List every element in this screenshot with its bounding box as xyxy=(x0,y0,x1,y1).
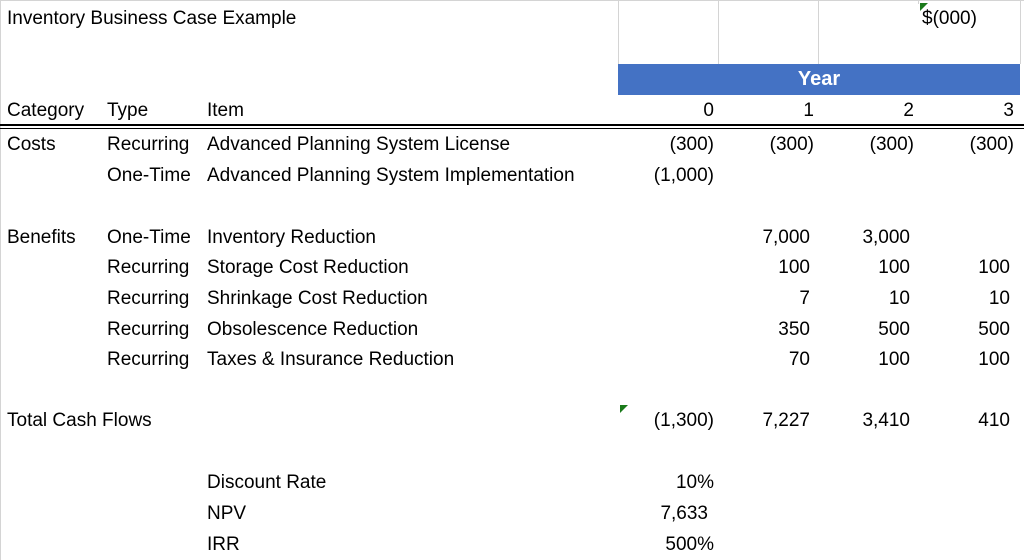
comment-indicator-icon[interactable] xyxy=(620,405,628,413)
row-item[interactable]: Obsolescence Reduction xyxy=(207,319,419,340)
header-rule-top xyxy=(0,124,1024,126)
npv-value[interactable]: 7,633 xyxy=(660,503,708,524)
row-value-year-3[interactable]: (300) xyxy=(969,134,1014,155)
grid-line xyxy=(0,0,1,560)
total-value-year-1[interactable]: 7,227 xyxy=(762,410,810,431)
row-type[interactable]: Recurring xyxy=(107,319,190,340)
year-header[interactable]: Year xyxy=(618,64,1020,95)
row-item[interactable]: Storage Cost Reduction xyxy=(207,257,409,278)
row-type[interactable]: Recurring xyxy=(107,134,190,155)
row-value-year-0[interactable]: (300) xyxy=(669,134,714,155)
grid-line xyxy=(1020,0,1021,64)
units-label[interactable]: $(000) xyxy=(922,8,977,29)
row-value-year-3[interactable]: 100 xyxy=(978,257,1010,278)
row-value-year-1[interactable]: 7,000 xyxy=(762,227,810,248)
header-year-1[interactable]: 1 xyxy=(803,100,814,121)
row-value-year-3[interactable]: 10 xyxy=(988,288,1010,309)
row-type[interactable]: Recurring xyxy=(107,349,190,370)
row-value-year-1[interactable]: 100 xyxy=(778,257,810,278)
row-category[interactable]: Costs xyxy=(7,134,56,155)
header-category[interactable]: Category xyxy=(7,100,85,121)
header-rule-bottom xyxy=(0,128,1024,129)
grid-line xyxy=(618,0,619,64)
row-type[interactable]: Recurring xyxy=(107,257,190,278)
year-header-label: Year xyxy=(797,68,841,90)
row-item[interactable]: Inventory Reduction xyxy=(207,227,376,248)
discount-rate-label[interactable]: Discount Rate xyxy=(207,472,327,493)
grid-line xyxy=(818,0,819,64)
row-type[interactable]: Recurring xyxy=(107,288,190,309)
header-year-2[interactable]: 2 xyxy=(903,100,914,121)
row-category[interactable]: Benefits xyxy=(7,227,76,248)
header-type[interactable]: Type xyxy=(107,100,149,121)
header-year-3[interactable]: 3 xyxy=(1003,100,1014,121)
header-item[interactable]: Item xyxy=(207,100,244,121)
total-value-year-3[interactable]: 410 xyxy=(978,410,1010,431)
total-value-year-2[interactable]: 3,410 xyxy=(862,410,910,431)
row-item[interactable]: Shrinkage Cost Reduction xyxy=(207,288,428,309)
row-type[interactable]: One-Time xyxy=(107,165,191,186)
row-value-year-1[interactable]: (300) xyxy=(769,134,814,155)
row-value-year-1[interactable]: 350 xyxy=(778,319,810,340)
total-label[interactable]: Total Cash Flows xyxy=(7,410,152,431)
row-value-year-0[interactable]: (1,000) xyxy=(653,165,714,186)
row-value-year-2[interactable]: 3,000 xyxy=(862,227,910,248)
row-value-year-2[interactable]: 10 xyxy=(888,288,910,309)
npv-label[interactable]: NPV xyxy=(207,503,247,524)
row-value-year-3[interactable]: 500 xyxy=(978,319,1010,340)
grid-line xyxy=(718,0,719,64)
row-type[interactable]: One-Time xyxy=(107,227,191,248)
comment-indicator-icon[interactable] xyxy=(920,3,928,11)
grid-line xyxy=(918,0,919,4)
discount-rate-value[interactable]: 10% xyxy=(675,472,714,493)
row-value-year-2[interactable]: 100 xyxy=(878,349,910,370)
row-value-year-1[interactable]: 7 xyxy=(799,288,810,309)
row-item[interactable]: Taxes & Insurance Reduction xyxy=(207,349,455,370)
row-value-year-3[interactable]: 100 xyxy=(978,349,1010,370)
irr-label[interactable]: IRR xyxy=(207,534,240,555)
sheet-title[interactable]: Inventory Business Case Example xyxy=(7,8,297,29)
header-year-0[interactable]: 0 xyxy=(703,100,714,121)
row-item[interactable]: Advanced Planning System License xyxy=(207,134,511,155)
row-value-year-2[interactable]: 500 xyxy=(878,319,910,340)
grid-top-line xyxy=(0,0,1024,1)
irr-value[interactable]: 500% xyxy=(665,534,714,555)
row-item[interactable]: Advanced Planning System Implementation xyxy=(207,165,575,186)
row-value-year-2[interactable]: (300) xyxy=(869,134,914,155)
row-value-year-1[interactable]: 70 xyxy=(788,349,810,370)
total-value-year-0[interactable]: (1,300) xyxy=(653,410,714,431)
row-value-year-2[interactable]: 100 xyxy=(878,257,910,278)
